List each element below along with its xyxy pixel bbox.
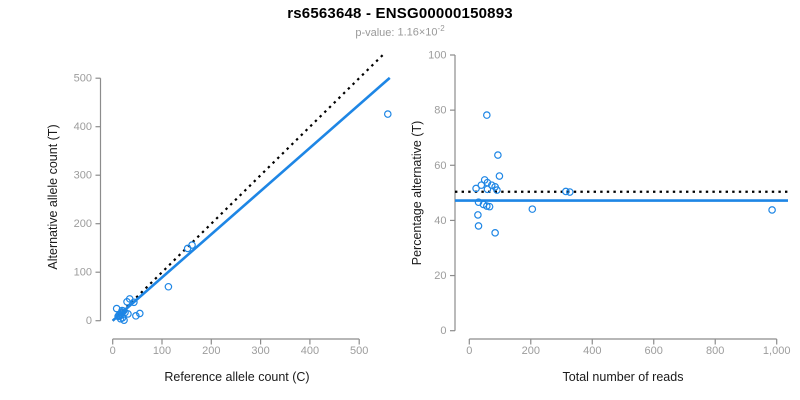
data-point [119,307,128,315]
data-point [183,244,192,253]
data-point [483,185,492,194]
y-tick-label: 60 [434,160,446,172]
data-point [483,202,491,210]
data-point [188,241,196,249]
data-point [566,188,574,196]
x-tick-label: 1,000 [763,345,791,357]
x-axis-label: Total number of reads [563,370,684,384]
x-tick-label: 600 [645,345,663,357]
y-tick-label: 80 [434,105,446,117]
data-point [495,172,504,180]
data-point [485,202,494,211]
y-tick-label: 20 [434,270,446,282]
y-tick-label: 0 [86,315,92,327]
pvalue-exponent: -2 [437,24,445,33]
data-point [164,282,173,291]
y-tick-label: 500 [74,73,92,85]
expected-dotted-line [111,54,384,322]
data-point [528,205,537,213]
y-tick-label: 100 [428,50,446,62]
x-tick-label: 800 [706,345,724,357]
x-tick-label: 400 [583,345,601,357]
chart-subtitle: p-value: 1.16×10-2 [0,24,800,39]
data-point [136,309,144,318]
data-point [768,206,776,214]
x-tick-label: 300 [251,345,269,357]
data-point [491,229,499,237]
data-point [493,186,501,194]
pvalue-label: p-value: [355,26,395,39]
x-tick-label: 200 [522,345,540,357]
data-point [383,110,392,118]
chart-title: rs6563648 - ENSG00000150893 [287,5,513,22]
data-point [114,312,122,321]
fit-line [111,76,391,322]
x-tick-label: 0 [466,345,472,357]
x-tick-label: 200 [202,345,220,357]
y-axis-label: Alternative allele count (T) [46,124,60,269]
data-point [130,298,138,307]
y-tick-label: 40 [434,215,446,227]
x-tick-label: 500 [350,345,368,357]
data-point [494,151,502,159]
data-point [474,222,483,230]
y-tick-label: 0 [440,325,446,337]
x-tick-label: 0 [110,345,116,357]
pvalue-mantissa: 1.16×10 [397,26,438,39]
data-point [474,211,482,219]
x-tick-label: 100 [153,345,171,357]
data-point [483,111,491,119]
y-axis-label: Percentage alternative (T) [410,121,424,266]
data-point [477,181,486,189]
data-point [132,312,140,320]
x-tick-label: 400 [301,345,319,357]
y-tick-label: 200 [74,218,92,230]
y-tick-label: 100 [74,267,92,279]
data-point [472,184,480,193]
data-point [562,187,570,196]
y-tick-label: 300 [74,170,92,182]
y-tick-label: 400 [74,121,92,133]
x-axis-label: Reference allele count (C) [164,370,309,384]
